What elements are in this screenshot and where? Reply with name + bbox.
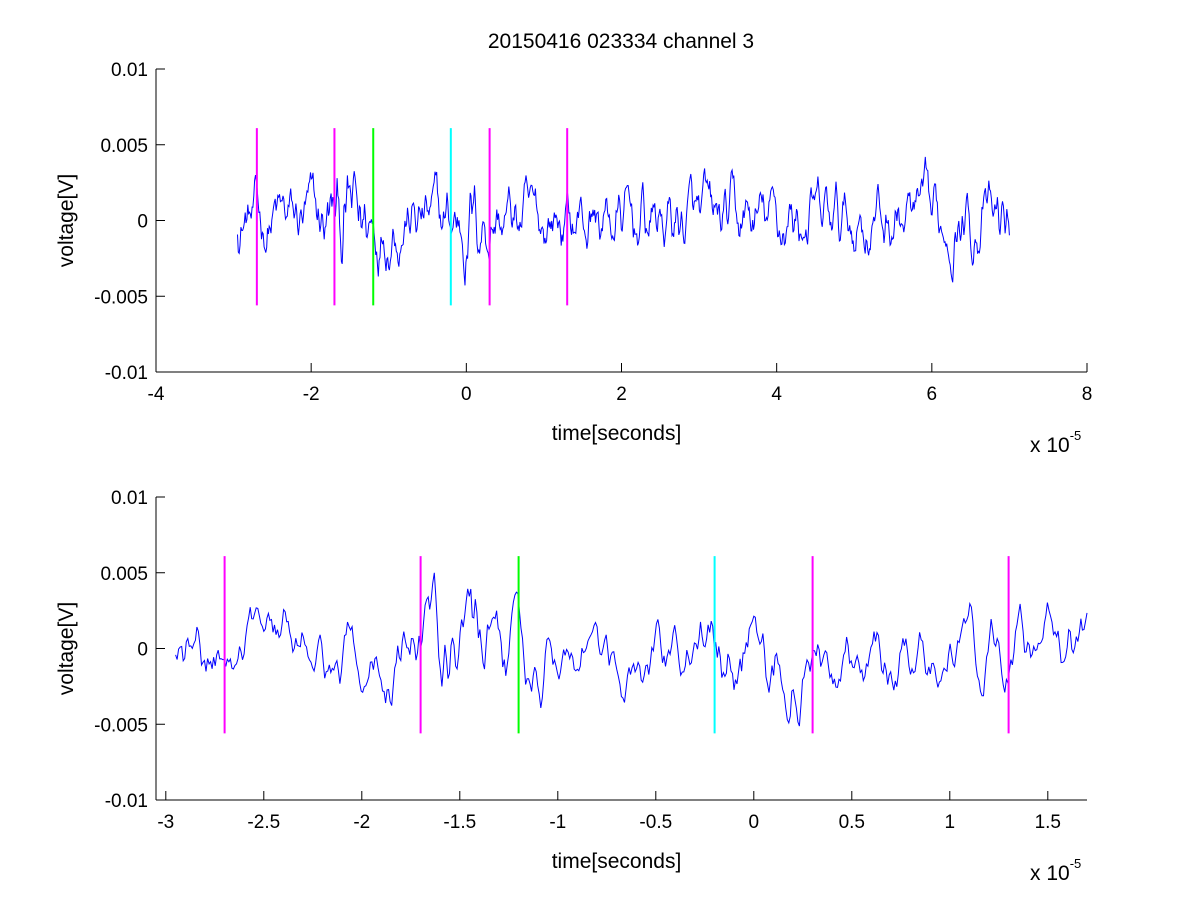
x-tick-label: -3 — [157, 812, 174, 833]
x-tick-label: -2 — [353, 812, 370, 833]
x-tick-label: 4 — [771, 384, 782, 405]
y-tick-label: 0 — [137, 212, 148, 233]
x-exponent-base: x 10 — [1030, 434, 1070, 457]
top-plot: -4 -2 0 2 4 6 8 -0.01 -0.005 0 0.005 0.01 time[secon… — [55, 60, 1092, 457]
y-tick-label: 0.01 — [111, 488, 148, 509]
y-axis-label: voltage[V] — [55, 602, 78, 695]
x-tick-label: -2.5 — [247, 812, 280, 833]
x-exponent-label: x 10-5 — [1030, 856, 1081, 885]
x-tick-label: -4 — [148, 384, 165, 405]
y-tick-label: 0.01 — [111, 60, 148, 81]
x-exponent-power: -5 — [1070, 856, 1082, 871]
y-tick-label: -0.01 — [105, 791, 148, 812]
y-tick-label: 0.005 — [100, 564, 148, 585]
y-tick-label: 0 — [137, 640, 148, 661]
x-tick-label: 0 — [749, 812, 760, 833]
x-tick-label: 1.5 — [1035, 812, 1061, 833]
x-tick-label: 8 — [1082, 384, 1093, 405]
signal-trace — [175, 572, 1088, 727]
x-tick-label: 2 — [616, 384, 627, 405]
x-exponent-base: x 10 — [1030, 862, 1070, 885]
bottom-plot: -3 -2.5 -2 -1.5 -1 -0.5 0 0.5 1 1.5 -0.01 -0.005 0 0.… — [55, 488, 1088, 885]
x-tick-label: -1 — [549, 812, 566, 833]
x-axis-label: time[seconds] — [552, 850, 682, 873]
x-tick-label: 6 — [927, 384, 938, 405]
x-tick-label: 0 — [461, 384, 472, 405]
x-tick-label: -1.5 — [443, 812, 476, 833]
signal-trace — [237, 156, 1010, 286]
x-exponent-label: x 10-5 — [1030, 428, 1081, 457]
x-tick-label: 1 — [945, 812, 956, 833]
x-tick-label: -0.5 — [639, 812, 672, 833]
x-exponent-power: -5 — [1070, 428, 1082, 443]
figure-title: 20150416 023334 channel 3 — [488, 30, 754, 53]
y-tick-label: -0.005 — [94, 715, 148, 736]
y-tick-label: -0.005 — [94, 287, 148, 308]
x-axis-label: time[seconds] — [552, 422, 682, 445]
y-axis-label: voltage[V] — [55, 174, 78, 267]
x-tick-label: 0.5 — [839, 812, 865, 833]
x-tick-label: -2 — [303, 384, 320, 405]
y-tick-label: -0.01 — [105, 363, 148, 384]
y-tick-label: 0.005 — [100, 136, 148, 157]
